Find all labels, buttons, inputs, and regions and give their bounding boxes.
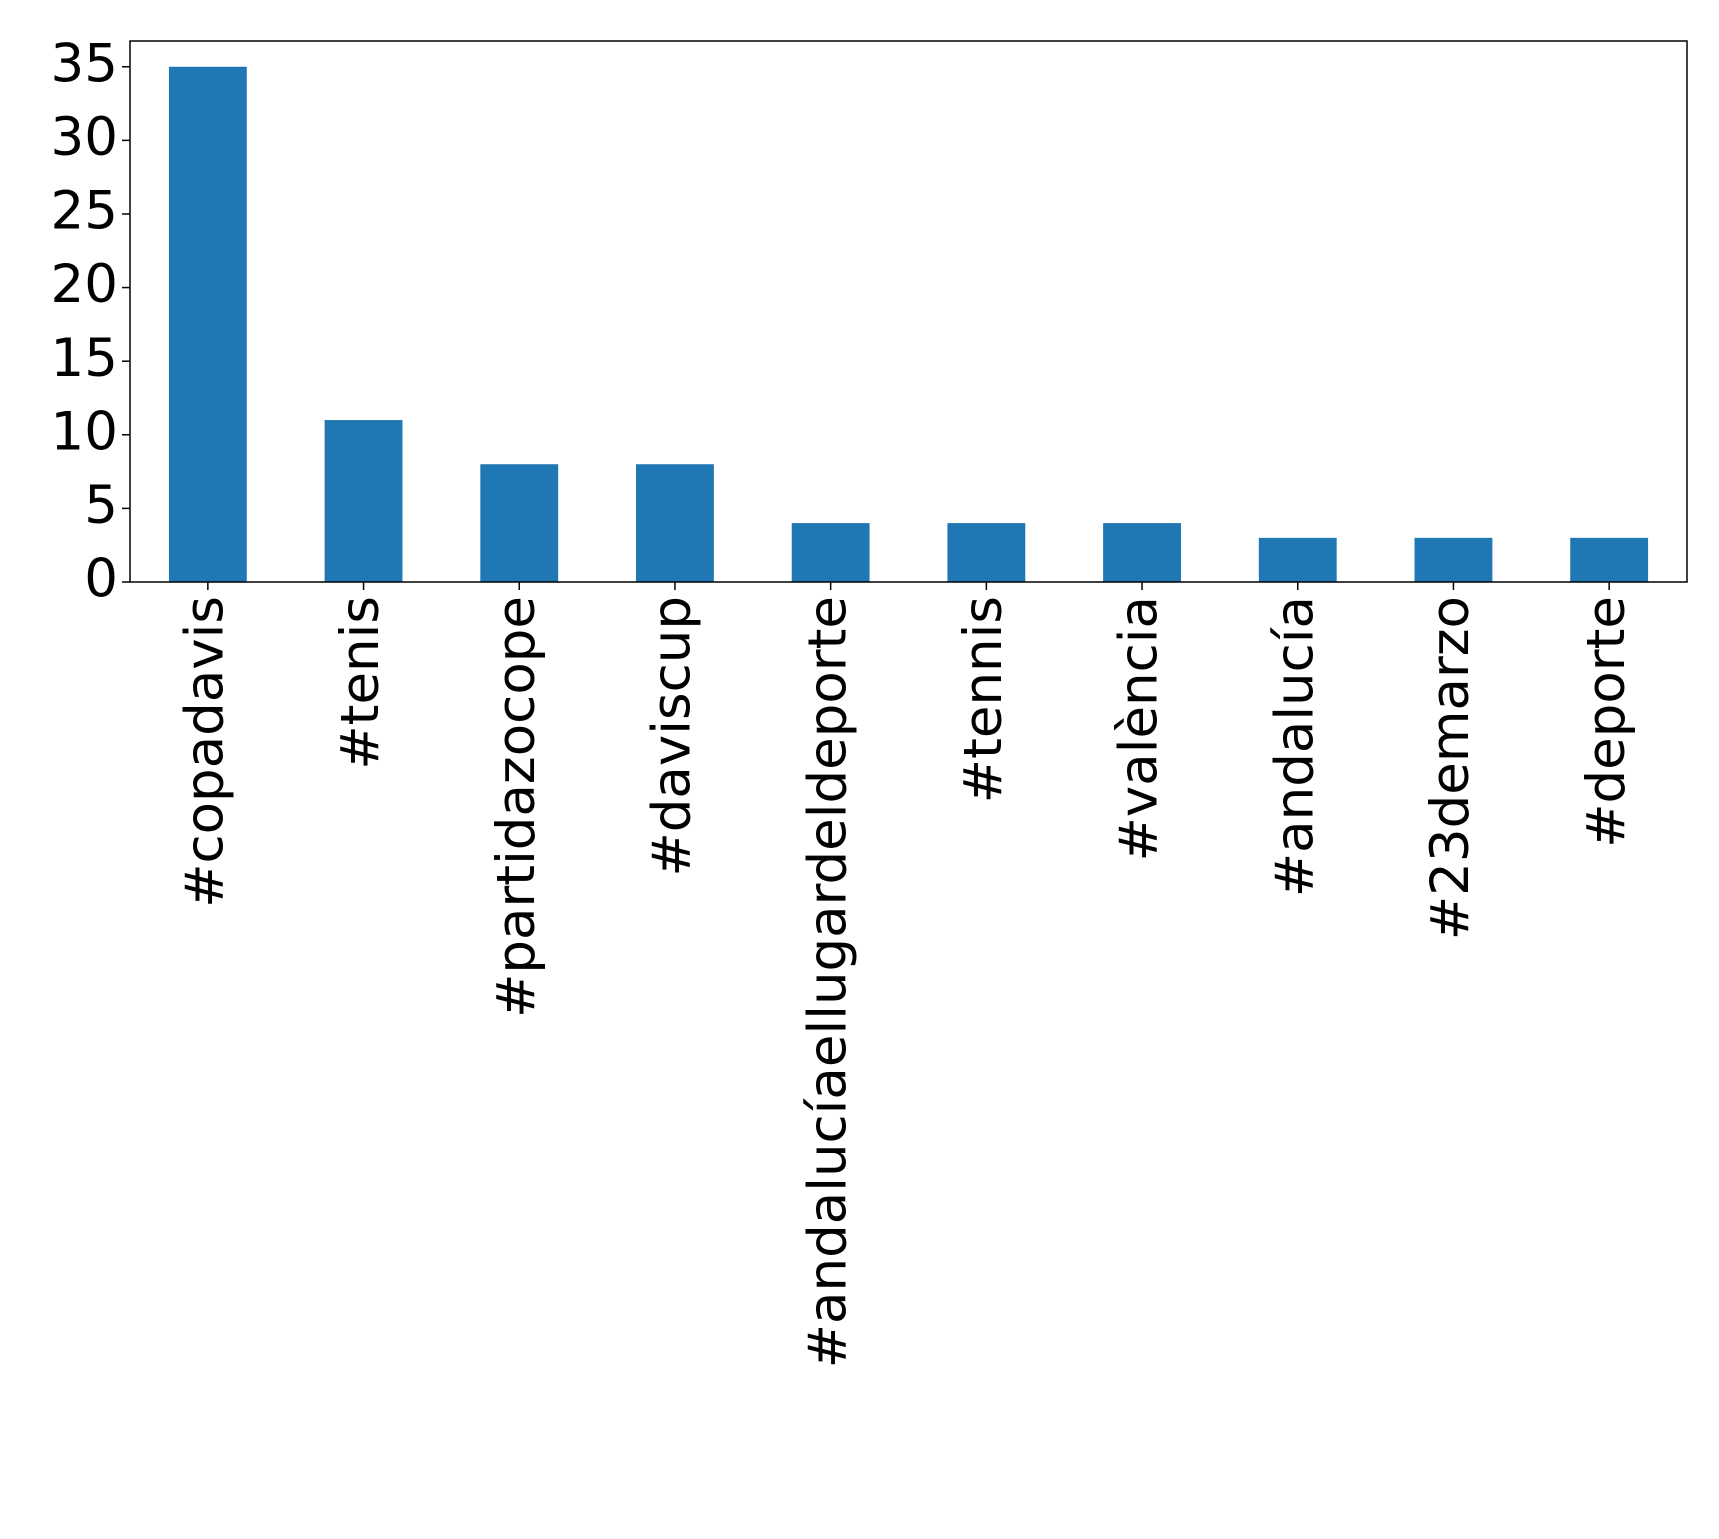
y-tick-label: 15: [51, 328, 118, 389]
x-tick-label: #partidazocope: [486, 596, 547, 1018]
x-tick-label: #andalucía: [1264, 596, 1325, 897]
bar: [1258, 537, 1337, 582]
bar: [947, 523, 1026, 582]
bar: [168, 66, 247, 582]
bar: [480, 464, 559, 582]
x-tick-label: #23demarzo: [1420, 596, 1481, 940]
y-tick-label: 0: [84, 549, 118, 610]
bar: [791, 523, 870, 582]
x-tick-label: #tennis: [953, 596, 1014, 803]
y-tick-label: 5: [84, 475, 118, 536]
x-tick-label: #daviscup: [642, 596, 703, 877]
y-tick-label: 25: [51, 181, 118, 242]
y-tick-label: 30: [51, 107, 118, 168]
x-tick-label: #copadavis: [174, 596, 235, 908]
bar: [324, 420, 403, 582]
x-tick-label: #andalucíaellugardeldeporte: [797, 596, 858, 1368]
y-tick-label: 20: [51, 254, 118, 315]
y-tick-label: 35: [51, 33, 118, 94]
x-tick-label: #deporte: [1576, 596, 1637, 848]
x-tick-label: #valència: [1109, 596, 1170, 862]
bar: [1414, 537, 1493, 582]
bar: [1570, 537, 1649, 582]
y-tick-label: 10: [51, 401, 118, 462]
bar: [1103, 523, 1181, 582]
axes-frame: [129, 40, 1688, 583]
x-tick-label: #tenis: [330, 596, 391, 770]
bar: [636, 464, 714, 582]
